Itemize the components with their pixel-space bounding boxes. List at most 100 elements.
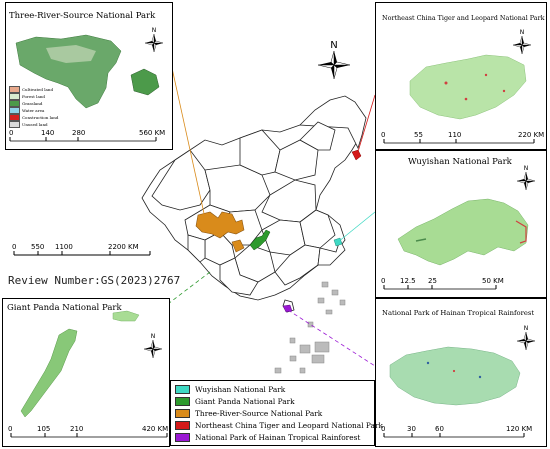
landuse-legend-item: Forest land [9, 93, 65, 100]
leader-three-river [171, 67, 206, 219]
hainan-north-arrow: N [516, 325, 536, 351]
landuse-swatch [9, 93, 20, 100]
giant-panda-north-patch [112, 310, 140, 322]
svg-text:120 KM: 120 KM [506, 425, 532, 433]
svg-text:550: 550 [31, 243, 44, 251]
landuse-legend-item: Water area [9, 107, 65, 114]
three-river-panel: Three-River-Source National Park N 0 140… [5, 2, 173, 150]
northeast-map: N 0 55 110 220 KM [381, 29, 544, 144]
legend-swatch-three-river [175, 408, 190, 418]
hainan-panel: National Park of Hainan Tropical Rainfor… [375, 298, 547, 447]
three-river-landuse-legend: Cultivated land Forest land Grassland Wa… [9, 86, 65, 128]
park-legend-item-wuyishan: Wuyishan National Park [175, 383, 285, 395]
northeast-north-arrow: N [512, 29, 532, 55]
hainan-scale-bar: 0 30 60 120 KM [381, 425, 532, 438]
svg-text:55: 55 [414, 131, 423, 139]
svg-text:0: 0 [12, 243, 16, 251]
svg-text:N: N [524, 325, 529, 332]
landuse-label: Grassland [22, 101, 43, 106]
svg-text:12.5: 12.5 [400, 277, 416, 285]
review-number: Review Number:GS(2023)2767 [8, 274, 181, 287]
legend-label-hainan: National Park of Hainan Tropical Rainfor… [195, 432, 361, 442]
giant-panda-park-shape [20, 328, 78, 418]
svg-text:2200 KM: 2200 KM [108, 243, 139, 251]
svg-text:60: 60 [435, 425, 444, 433]
park-legend: Wuyishan National Park Giant Panda Natio… [170, 380, 383, 446]
wuyishan-map: N 0 12.5 25 50 KM [381, 165, 536, 290]
china-outline [141, 95, 367, 313]
landuse-legend-item: Unused land [9, 121, 65, 128]
northeast-title: Northeast China Tiger and Leopard Nation… [382, 14, 545, 22]
svg-text:N: N [151, 333, 156, 340]
giant-panda-map: N 0 105 210 420 KM [8, 310, 168, 438]
svg-text:420 KM: 420 KM [142, 425, 168, 433]
svg-text:N: N [330, 40, 337, 51]
svg-text:140: 140 [41, 129, 54, 137]
landuse-legend-item: Grassland [9, 100, 65, 107]
northeast-panel: Northeast China Tiger and Leopard Nation… [375, 2, 547, 150]
svg-text:0: 0 [381, 131, 385, 139]
hainan-map: N 0 30 60 120 KM [381, 325, 536, 438]
wuyishan-panel: Wuyishan National Park N 0 12.5 25 50 KM [375, 150, 547, 298]
wuyishan-scale-bar: 0 12.5 25 50 KM [381, 277, 504, 290]
three-river-forest-patch [46, 45, 96, 63]
svg-text:30: 30 [407, 425, 416, 433]
hainan-park-region [282, 304, 293, 313]
legend-label-wuyishan: Wuyishan National Park [195, 384, 286, 394]
south-china-sea-islands [274, 281, 346, 374]
park-legend-item-hainan: National Park of Hainan Tropical Rainfor… [175, 431, 360, 443]
leader-hainan [287, 309, 376, 367]
svg-text:560 KM: 560 KM [139, 129, 165, 137]
legend-swatch-hainan [175, 432, 190, 442]
legend-label-giant-panda: Giant Panda National Park [195, 396, 295, 406]
northeast-scale-bar: 0 55 110 220 KM [381, 131, 544, 144]
svg-text:210: 210 [70, 425, 83, 433]
main-north-arrow: N [317, 40, 351, 80]
wuyishan-north-arrow: N [516, 165, 536, 191]
svg-text:N: N [152, 27, 157, 34]
giant-panda-scale-bar: 0 105 210 420 KM [8, 425, 168, 438]
park-legend-item-three-river: Three-River-Source National Park [175, 407, 322, 419]
park-legend-item-giant-panda: Giant Panda National Park [175, 395, 295, 407]
northeast-park-region [351, 149, 362, 161]
svg-text:N: N [524, 165, 529, 172]
landuse-label: Unused land [22, 122, 48, 127]
three-river-east-shape [130, 68, 160, 96]
main-scale-bar: 0 550 1100 2200 KM [12, 243, 151, 256]
svg-text:220 KM: 220 KM [518, 131, 544, 139]
giant-panda-title: Giant Panda National Park [7, 303, 122, 313]
giant-panda-park-region [249, 229, 271, 251]
three-river-map: N 0 140 280 560 KM [9, 27, 165, 142]
landuse-swatch [9, 100, 20, 107]
park-legend-item-northeast: Northeast China Tiger and Leopard Nation… [175, 419, 383, 431]
landuse-swatch [9, 114, 20, 121]
wuyishan-title: Wuyishan National Park [408, 157, 512, 167]
svg-text:0: 0 [381, 277, 385, 285]
three-river-park-region [195, 211, 245, 239]
wuyishan-park-shape [397, 198, 529, 266]
landuse-label: Forest land [22, 94, 45, 99]
svg-text:280: 280 [72, 129, 85, 137]
legend-swatch-wuyishan [175, 384, 190, 394]
svg-text:1100: 1100 [55, 243, 73, 251]
three-river-north-arrow: N [144, 27, 164, 53]
svg-text:0: 0 [9, 129, 13, 137]
three-river-park-region-east [231, 239, 245, 253]
leader-northeast [356, 94, 376, 156]
landuse-swatch [9, 121, 20, 128]
landuse-legend-item: Construction land [9, 114, 65, 121]
landuse-label: Construction land [22, 115, 59, 120]
hainan-title: National Park of Hainan Tropical Rainfor… [382, 309, 535, 317]
landuse-swatch [9, 107, 20, 114]
svg-text:110: 110 [448, 131, 461, 139]
legend-label-northeast: Northeast China Tiger and Leopard Nation… [195, 420, 383, 430]
leader-wuyishan [337, 211, 376, 243]
three-river-scale-bar: 0 140 280 560 KM [9, 129, 165, 142]
giant-panda-panel: Giant Panda National Park N 0 105 210 42… [2, 298, 170, 447]
svg-text:N: N [520, 29, 525, 36]
svg-text:105: 105 [37, 425, 50, 433]
legend-label-three-river: Three-River-Source National Park [195, 408, 323, 418]
svg-text:50 KM: 50 KM [482, 277, 504, 285]
